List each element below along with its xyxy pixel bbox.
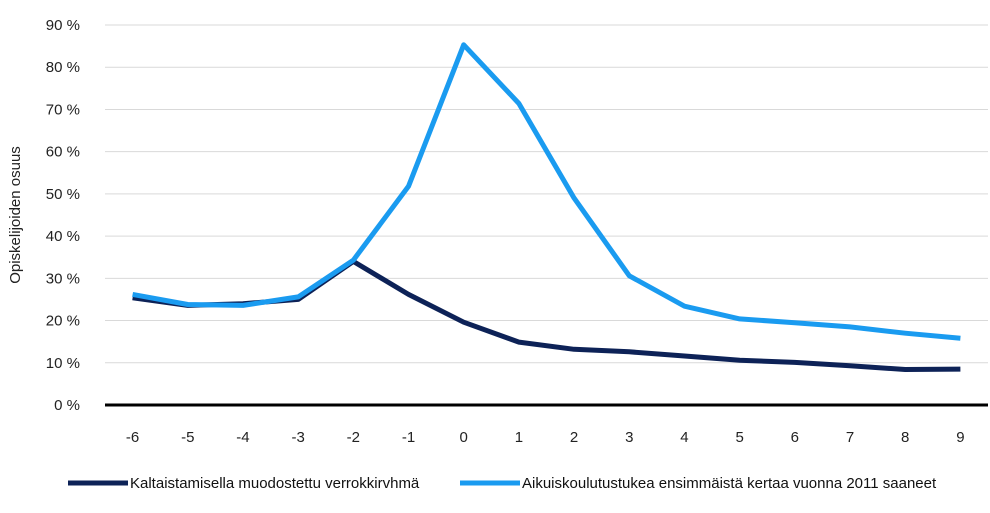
x-tick-label: -1	[402, 429, 415, 446]
x-tick-label: 9	[956, 429, 964, 446]
series-line-1	[133, 261, 961, 369]
x-tick-label: 2	[570, 429, 578, 446]
legend: Kaltaistamisella muodostettu verrokkirvh…	[68, 475, 937, 492]
y-tick-label: 10 %	[46, 355, 80, 372]
x-tick-label: -3	[291, 429, 304, 446]
y-tick-label: 70 %	[46, 101, 80, 118]
x-tick-label: 7	[846, 429, 854, 446]
y-axis-label: Opiskelijoiden osuus	[7, 146, 24, 284]
y-axis-ticks: 0 % 10 % 20 % 30 % 40 % 50 % 60 % 70 % 80 % 90 %	[46, 17, 80, 414]
y-tick-label: 40 %	[46, 228, 80, 245]
y-tick-label: 0 %	[54, 397, 80, 414]
x-axis-ticks: -6 -5 -4 -3 -2 -1 0 1 2 3 4 5 6 7 8 9	[126, 429, 965, 446]
y-tick-label: 20 %	[46, 313, 80, 330]
x-tick-label: -2	[347, 429, 360, 446]
x-tick-label: 1	[515, 429, 523, 446]
x-tick-label: -6	[126, 429, 139, 446]
y-tick-label: 60 %	[46, 144, 80, 161]
legend-label: Kaltaistamisella muodostettu verrokkirvh…	[130, 475, 420, 492]
y-tick-label: 30 %	[46, 270, 80, 287]
x-tick-label: -4	[236, 429, 249, 446]
y-tick-label: 80 %	[46, 59, 80, 76]
y-tick-label: 50 %	[46, 186, 80, 203]
x-tick-label: 6	[791, 429, 799, 446]
y-tick-label: 90 %	[46, 17, 80, 34]
x-tick-label: 8	[901, 429, 909, 446]
series-line-2	[133, 45, 961, 339]
gridlines	[105, 25, 988, 363]
x-tick-label: 0	[460, 429, 468, 446]
legend-label: Aikuiskoulutustukea ensimmäistä kertaa v…	[522, 475, 937, 492]
x-tick-label: -5	[181, 429, 194, 446]
x-tick-label: 3	[625, 429, 633, 446]
x-tick-label: 4	[680, 429, 688, 446]
x-tick-label: 5	[735, 429, 743, 446]
